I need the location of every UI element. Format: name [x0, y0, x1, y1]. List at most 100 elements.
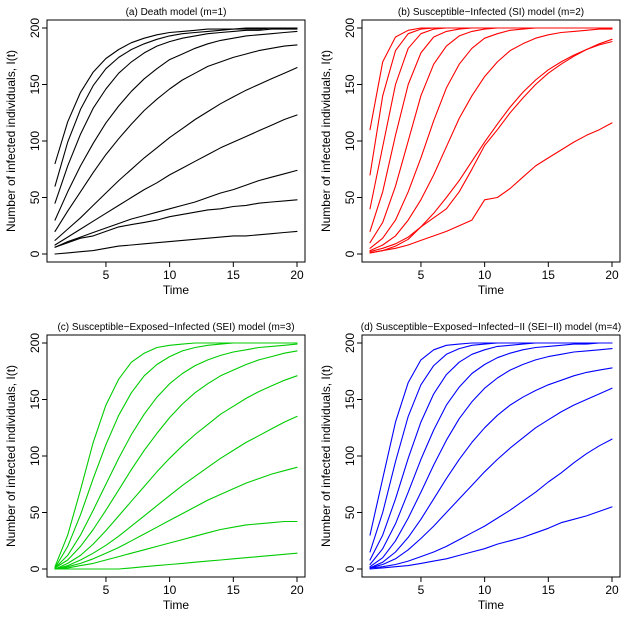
series-line-2 — [54, 27, 298, 187]
x-axis-label: Time — [163, 283, 190, 297]
x-tick-label: 20 — [605, 268, 619, 282]
x-axis: 5 10 15 20 — [418, 261, 619, 282]
series-line-9 — [54, 199, 298, 248]
series-line-9 — [369, 38, 613, 254]
series-line-8 — [369, 438, 613, 569]
x-axis-label: Time — [163, 598, 190, 612]
x-tick-label: 5 — [418, 268, 425, 282]
y-tick-label: 200 — [343, 333, 357, 353]
series-line-9 — [369, 506, 613, 570]
series-line-10 — [369, 122, 613, 254]
x-tick-label: 15 — [227, 583, 241, 597]
plot-frame — [46, 334, 306, 578]
x-tick-label: 10 — [478, 583, 492, 597]
series-line-8 — [369, 41, 613, 253]
x-tick-label: 10 — [163, 268, 177, 282]
x-tick-label: 5 — [418, 583, 425, 597]
series-line-5 — [54, 375, 298, 570]
x-tick-label: 20 — [290, 583, 304, 597]
series-line-1 — [369, 27, 613, 131]
y-tick-label: 0 — [28, 565, 42, 572]
series-line-4 — [369, 342, 613, 566]
y-tick-label: 150 — [343, 389, 357, 409]
chart-panel-1: (a) Death model (m=1) 5 10 15 20 Time 0 50 100 15… — [4, 7, 306, 297]
series-line-2 — [369, 27, 613, 176]
series-line-4 — [369, 27, 613, 232]
y-tick-label: 0 — [343, 565, 357, 572]
y-tick-label: 0 — [343, 250, 357, 257]
series-line-7 — [54, 466, 298, 570]
series-line-1 — [54, 342, 298, 568]
x-tick-label: 10 — [478, 268, 492, 282]
x-tick-label: 5 — [103, 583, 110, 597]
x-tick-label: 15 — [227, 268, 241, 282]
y-tick-label: 100 — [343, 131, 357, 151]
x-tick-label: 15 — [542, 583, 556, 597]
series-line-10 — [54, 230, 298, 255]
chart-title: (c) Susceptible−Exposed−Infected (SEI) m… — [57, 322, 294, 333]
x-tick-label: 20 — [605, 583, 619, 597]
x-axis: 5 10 15 20 — [103, 576, 304, 597]
y-tick-label: 150 — [28, 389, 42, 409]
series-line-6 — [54, 67, 298, 241]
chart-title: (b) Susceptible−Infected (SI) model (m=2… — [398, 7, 584, 18]
y-tick-label: 50 — [343, 506, 357, 520]
y-tick-label: 100 — [28, 446, 42, 466]
y-tick-label: 150 — [28, 74, 42, 94]
series-line-1 — [369, 342, 613, 536]
y-axis-label: Number of infected individuals, I(t) — [4, 365, 18, 547]
series-line-6 — [54, 415, 298, 570]
y-tick-label: 50 — [28, 506, 42, 520]
series-line-3 — [54, 343, 298, 569]
y-tick-label: 150 — [343, 74, 357, 94]
series-line-6 — [369, 27, 613, 249]
series-group — [54, 27, 298, 255]
y-tick-label: 100 — [343, 446, 357, 466]
plot-frame — [361, 19, 621, 263]
series-line-5 — [54, 44, 298, 232]
y-axis: 0 50 100 150 200 — [28, 333, 48, 572]
chart-title: (d) Susceptible−Exposed−Infected−II (SEI… — [361, 322, 621, 333]
series-line-3 — [54, 28, 298, 204]
series-group — [369, 342, 613, 570]
series-group — [369, 27, 613, 254]
series-line-7 — [369, 387, 613, 569]
chart-panel-3: (c) Susceptible−Exposed−Infected (SEI) m… — [4, 322, 306, 612]
series-line-2 — [54, 342, 298, 569]
y-axis-label: Number of infected individuals, I(t) — [4, 50, 18, 232]
series-line-5 — [369, 348, 613, 568]
y-axis: 0 50 100 150 200 — [343, 333, 363, 572]
y-axis-label: Number of infected individuals, I(t) — [319, 365, 333, 547]
x-axis-label: Time — [478, 283, 505, 297]
x-tick-label: 10 — [163, 583, 177, 597]
series-line-4 — [54, 30, 298, 221]
chart-panel-2: (b) Susceptible−Infected (SI) model (m=2… — [319, 7, 621, 297]
x-tick-label: 15 — [542, 268, 556, 282]
y-axis: 0 50 100 150 200 — [28, 18, 48, 257]
chart-title: (a) Death model (m=1) — [126, 7, 227, 18]
chart-panel-4: (d) Susceptible−Exposed−Infected−II (SEI… — [319, 322, 621, 612]
series-line-8 — [54, 169, 298, 248]
series-line-7 — [369, 28, 613, 252]
series-line-6 — [369, 367, 613, 569]
y-tick-label: 0 — [28, 250, 42, 257]
y-tick-label: 200 — [28, 333, 42, 353]
y-tick-label: 50 — [28, 191, 42, 205]
y-axis-label: Number of infected individuals, I(t) — [319, 50, 333, 232]
series-line-3 — [369, 342, 613, 561]
series-line-1 — [54, 27, 298, 165]
y-tick-label: 200 — [343, 18, 357, 38]
y-tick-label: 50 — [343, 191, 357, 205]
y-axis: 0 50 100 150 200 — [343, 18, 363, 257]
series-group — [54, 342, 298, 570]
series-line-7 — [54, 114, 298, 246]
x-axis-label: Time — [478, 598, 505, 612]
x-axis: 5 10 15 20 — [418, 576, 619, 597]
series-line-4 — [54, 350, 298, 569]
y-tick-label: 200 — [28, 18, 42, 38]
x-tick-label: 20 — [290, 268, 304, 282]
series-line-8 — [54, 520, 298, 570]
series-line-5 — [369, 27, 613, 244]
plot-frame — [361, 334, 621, 578]
